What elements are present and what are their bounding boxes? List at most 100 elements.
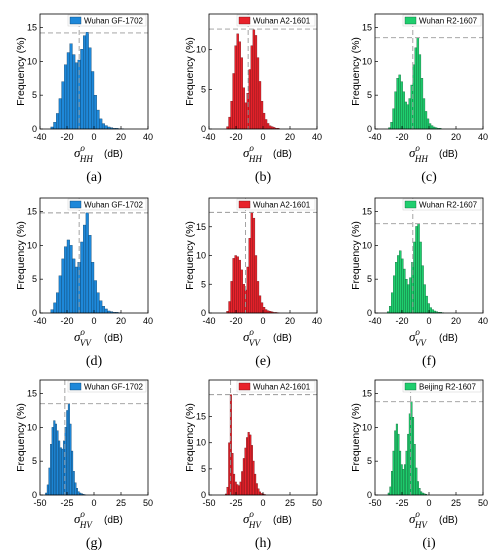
x-tick-label: 40 xyxy=(478,132,488,142)
x-axis-unit: (dB) xyxy=(273,149,292,160)
y-tick-label: 5 xyxy=(32,456,37,466)
histogram-bar xyxy=(396,78,399,130)
x-tick-label: -25 xyxy=(229,498,242,508)
histogram-bar xyxy=(415,226,418,314)
histogram-bar xyxy=(254,473,257,496)
y-tick-label: 5 xyxy=(367,274,372,284)
panel-letter: (g) xyxy=(86,536,103,550)
histogram-bar xyxy=(254,35,258,130)
histogram-bar xyxy=(237,485,240,496)
histogram-bar xyxy=(388,306,392,314)
histogram-bar xyxy=(400,464,403,496)
histogram-bar xyxy=(53,122,57,130)
x-tick-label: 50 xyxy=(143,498,153,508)
histogram-bar xyxy=(236,33,239,130)
y-axis-label: Frequency (%) xyxy=(350,403,362,472)
histogram-bar xyxy=(429,307,432,314)
histogram-bar xyxy=(252,460,255,496)
histogram-bar xyxy=(260,101,264,130)
legend-label: Wuhan GF-1702 xyxy=(84,383,144,392)
histogram-bar xyxy=(412,417,415,496)
histogram-bar xyxy=(395,423,398,496)
x-tick-label: 20 xyxy=(451,132,461,142)
x-tick-label: -20 xyxy=(395,132,408,142)
x-tick-label: 40 xyxy=(143,132,153,142)
y-axis-label: Frequency (%) xyxy=(184,221,196,290)
x-axis-label: σo VV xyxy=(243,327,261,348)
histogram-bar xyxy=(53,302,57,314)
x-tick-label: 20 xyxy=(116,132,126,142)
y-tick-label: 10 xyxy=(362,240,372,250)
x-tick-label: 0 xyxy=(91,316,96,326)
histogram-bar xyxy=(74,62,78,130)
y-tick-label: 0 xyxy=(32,308,37,318)
histogram-bar xyxy=(250,445,253,496)
x-tick-label: 0 xyxy=(426,132,431,142)
histogram-bar xyxy=(58,98,62,130)
x-tick-label: 40 xyxy=(478,316,488,326)
histogram-bar xyxy=(405,450,408,496)
x-tick-label: 40 xyxy=(312,132,322,142)
histogram-bar xyxy=(404,101,407,130)
histogram-bar xyxy=(239,481,242,496)
x-tick-label: 40 xyxy=(143,316,153,326)
legend-label: Wuhan A2-1601 xyxy=(253,201,311,210)
histogram-bar xyxy=(246,266,250,314)
histogram-bar xyxy=(54,423,57,496)
histogram-bar xyxy=(74,266,78,314)
histogram-bar xyxy=(64,64,68,130)
histogram-bar xyxy=(101,306,105,314)
histogram-bar xyxy=(407,284,410,314)
histogram-bar xyxy=(420,78,424,130)
histogram-bar xyxy=(256,57,260,130)
y-tick-label: 0 xyxy=(367,124,372,134)
histogram-bar xyxy=(88,47,92,130)
histogram-bar xyxy=(406,104,409,130)
y-tick-label: 15 xyxy=(27,389,37,399)
histogram-bar xyxy=(236,484,239,496)
x-tick-label: -50 xyxy=(202,498,215,508)
histogram-bar xyxy=(395,262,398,314)
histogram-bar xyxy=(405,279,408,314)
y-tick-label: 0 xyxy=(201,490,206,500)
histogram-bar xyxy=(234,45,237,130)
legend-box xyxy=(236,380,316,393)
histogram-bar xyxy=(50,309,54,314)
x-tick-label: -40 xyxy=(33,316,46,326)
histogram-bar xyxy=(71,450,74,496)
x-tick-label: -40 xyxy=(368,316,381,326)
histogram-bar xyxy=(240,269,243,314)
legend-label: Wuhan GF-1702 xyxy=(84,201,144,210)
x-tick-label: -40 xyxy=(33,132,46,142)
histogram-bar xyxy=(99,300,103,314)
x-tick-label: -40 xyxy=(368,132,381,142)
x-tick-label: -20 xyxy=(229,316,242,326)
legend-box xyxy=(402,198,482,211)
y-axis-label: Frequency (%) xyxy=(184,37,196,106)
axes-frame xyxy=(208,379,318,496)
histogram-bar xyxy=(420,491,423,496)
legend-box xyxy=(67,198,147,211)
x-axis-unit: (dB) xyxy=(104,333,123,344)
panel-letter: (h) xyxy=(255,536,272,550)
y-tick-label: 15 xyxy=(27,207,37,217)
legend-label: Wuhan R2-1607 xyxy=(419,201,478,210)
histogram-bar xyxy=(248,69,252,130)
histogram-bar xyxy=(66,52,70,130)
y-tick-label: 0 xyxy=(201,124,206,134)
histogram-bar xyxy=(72,54,76,130)
histogram-bar xyxy=(56,113,60,130)
x-axis-unit: (dB) xyxy=(439,333,458,344)
histogram-bar xyxy=(266,123,270,130)
histogram-bar xyxy=(96,109,100,130)
histogram-bar xyxy=(231,453,234,496)
x-axis-label: σo HH xyxy=(74,143,93,164)
y-tick-label: 10 xyxy=(196,45,206,55)
histogram-bar xyxy=(409,277,412,314)
histogram-bar xyxy=(69,245,73,314)
legend-label: Wuhan R2-1607 xyxy=(419,17,478,26)
histogram-bar xyxy=(244,102,247,130)
